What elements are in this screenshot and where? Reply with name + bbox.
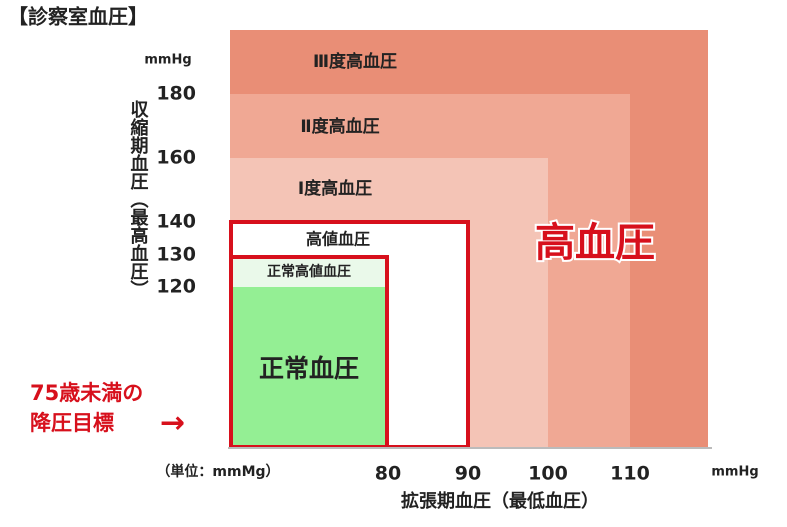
x-unit-note: （単位：mmMg） [156,463,279,480]
x-tick-label: 80 [375,463,401,485]
y-tick-label: 120 [156,276,196,298]
y-axis-label: 収縮期血圧（最高血圧） [128,100,149,298]
region-label: 正常高値血圧 [267,263,351,280]
x-tick-label: 110 [610,463,650,485]
y-tick-label: 180 [156,83,196,105]
x-axis-label: 拡張期血圧（最低血圧） [401,490,599,512]
target-arrow: → [160,406,185,441]
region-normal [231,287,387,447]
target-line: 降圧目標 [30,411,114,435]
y-unit: mmHg [144,53,191,68]
x-unit: mmHg [711,465,758,480]
title: 【診察室血圧】 [8,5,148,29]
x-tick-label: 90 [455,463,481,485]
region-label: Ⅰ度高血圧 [298,178,372,199]
y-tick-label: 160 [156,147,196,169]
region-label: Ⅲ度高血圧 [313,51,397,72]
target-line: 75歳未満の [30,381,143,405]
region-label: 正常血圧 [259,354,359,383]
region-label: 高値血圧 [306,230,370,249]
x-tick-label: 100 [528,463,568,485]
y-tick-label: 140 [156,211,196,233]
hypertension-label: 高血圧 [535,220,655,266]
y-tick-label: 130 [156,244,196,266]
region-label: Ⅱ度高血圧 [300,116,379,137]
